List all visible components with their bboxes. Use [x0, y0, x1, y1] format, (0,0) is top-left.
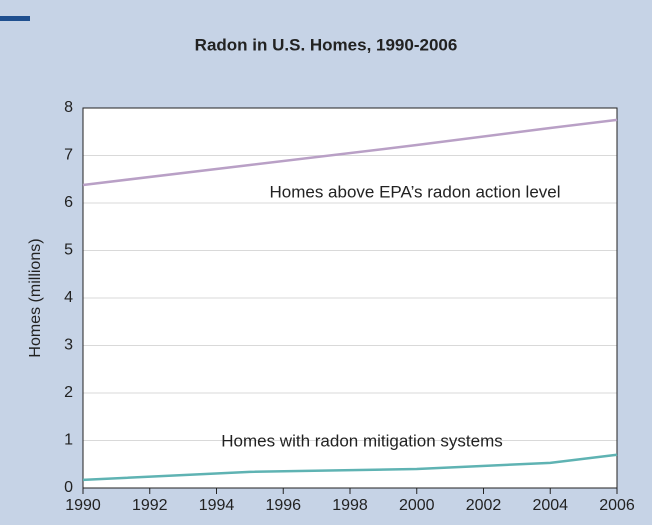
accent-bar: [0, 16, 30, 21]
series-label: Homes above EPA’s radon action level: [269, 182, 560, 201]
x-tick-label: 1998: [332, 497, 368, 514]
x-tick-label: 1994: [199, 497, 235, 514]
y-tick-label: 1: [64, 432, 73, 449]
y-tick-label: 3: [64, 337, 73, 354]
series-line: [82, 118, 618, 187]
plot-frame: [82, 107, 618, 489]
x-tick-label: 2004: [532, 497, 568, 514]
y-tick-label: 8: [64, 99, 73, 116]
x-tick-label: 2006: [599, 497, 635, 514]
y-tick-label: 7: [64, 147, 73, 164]
y-tick-label: 4: [64, 289, 73, 306]
series-line: [82, 453, 618, 482]
y-tick-label: 0: [64, 479, 73, 496]
x-tick-label: 2000: [399, 497, 435, 514]
x-tick-label: 2002: [466, 497, 502, 514]
y-tick-label: 2: [64, 384, 73, 401]
x-tick-label: 1996: [265, 497, 301, 514]
x-tick-label: 1992: [132, 497, 168, 514]
series-label: Homes with radon mitigation systems: [221, 431, 503, 450]
chart-title: Radon in U.S. Homes, 1990-2006: [195, 35, 458, 54]
y-axis-label: Homes (millions): [27, 238, 44, 357]
y-tick-label: 5: [64, 242, 73, 259]
x-tick-label: 1990: [65, 497, 101, 514]
y-tick-label: 6: [64, 194, 73, 211]
